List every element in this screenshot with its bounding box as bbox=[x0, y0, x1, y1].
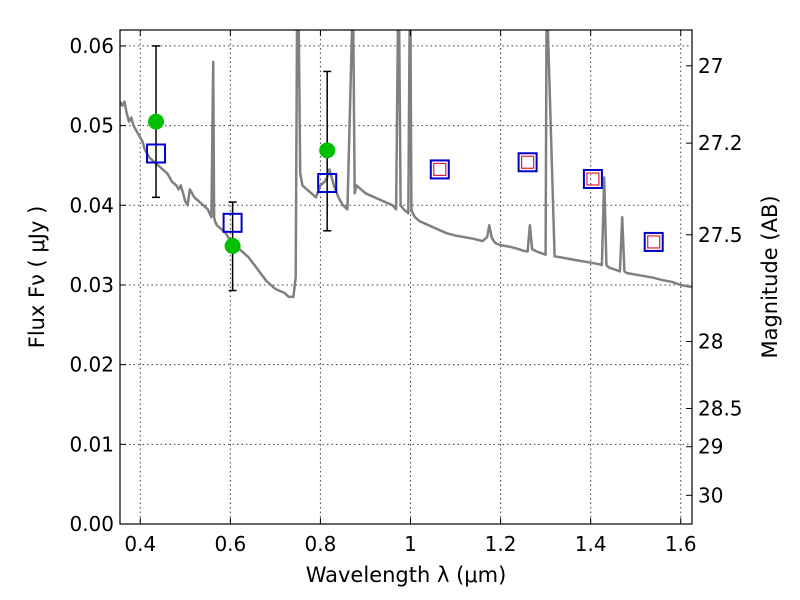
right-tick-label: 27.2 bbox=[698, 131, 743, 155]
right-tick-label: 30 bbox=[698, 483, 723, 507]
observed-point bbox=[148, 113, 165, 130]
photometry-square-marker bbox=[647, 235, 661, 249]
model-square-marker bbox=[317, 172, 338, 193]
photometry-square-marker bbox=[586, 172, 600, 186]
x-tick-label: 1.4 bbox=[575, 532, 607, 556]
model-square-marker bbox=[429, 159, 450, 180]
x-tick-label: 0.8 bbox=[305, 532, 337, 556]
model-square-marker bbox=[517, 152, 538, 173]
data-layer bbox=[120, 30, 692, 299]
observed-point bbox=[319, 142, 336, 159]
y-tick-label: 0.00 bbox=[69, 512, 114, 536]
observed-point bbox=[224, 237, 241, 254]
right-tick-label: 29 bbox=[698, 435, 723, 459]
photometry-square-marker bbox=[433, 162, 447, 177]
model-square-marker bbox=[582, 168, 603, 189]
model-square-marker bbox=[222, 212, 243, 233]
right-tick-label: 27 bbox=[698, 54, 723, 78]
photometry-square-marker bbox=[521, 155, 535, 169]
y-axis-label: Flux Fν ( μJy ) bbox=[25, 206, 49, 349]
x-tick-label: 1 bbox=[404, 532, 417, 556]
model-square-marker bbox=[643, 231, 664, 252]
tick-layer: 0.4 0.6 0.8 1 1.2 1.4 1.6 0.00 0.01 0.02 0.03 0.04 0… bbox=[69, 30, 743, 556]
x-tick-label: 0.6 bbox=[214, 532, 246, 556]
plot-frame bbox=[119, 29, 693, 525]
model-square-marker bbox=[146, 143, 167, 164]
spectrum-line bbox=[120, 30, 692, 299]
right-tick-label: 28.5 bbox=[698, 396, 743, 420]
y-tick-label: 0.03 bbox=[69, 273, 114, 297]
right-tick-label: 27.5 bbox=[698, 223, 743, 247]
x-tick-label: 1.2 bbox=[485, 532, 517, 556]
right-tick-label: 28 bbox=[698, 330, 723, 354]
right-y-axis-label: Magnitude (AB) bbox=[758, 195, 782, 358]
x-tick-label: 0.4 bbox=[124, 532, 156, 556]
y-tick-label: 0.01 bbox=[69, 432, 114, 456]
y-tick-label: 0.06 bbox=[69, 34, 114, 58]
x-tick-label: 1.6 bbox=[665, 532, 697, 556]
y-tick-label: 0.02 bbox=[69, 353, 114, 377]
y-tick-label: 0.04 bbox=[69, 193, 114, 217]
x-axis-label: Wavelength λ (μm) bbox=[306, 563, 507, 587]
y-tick-label: 0.05 bbox=[69, 114, 114, 138]
